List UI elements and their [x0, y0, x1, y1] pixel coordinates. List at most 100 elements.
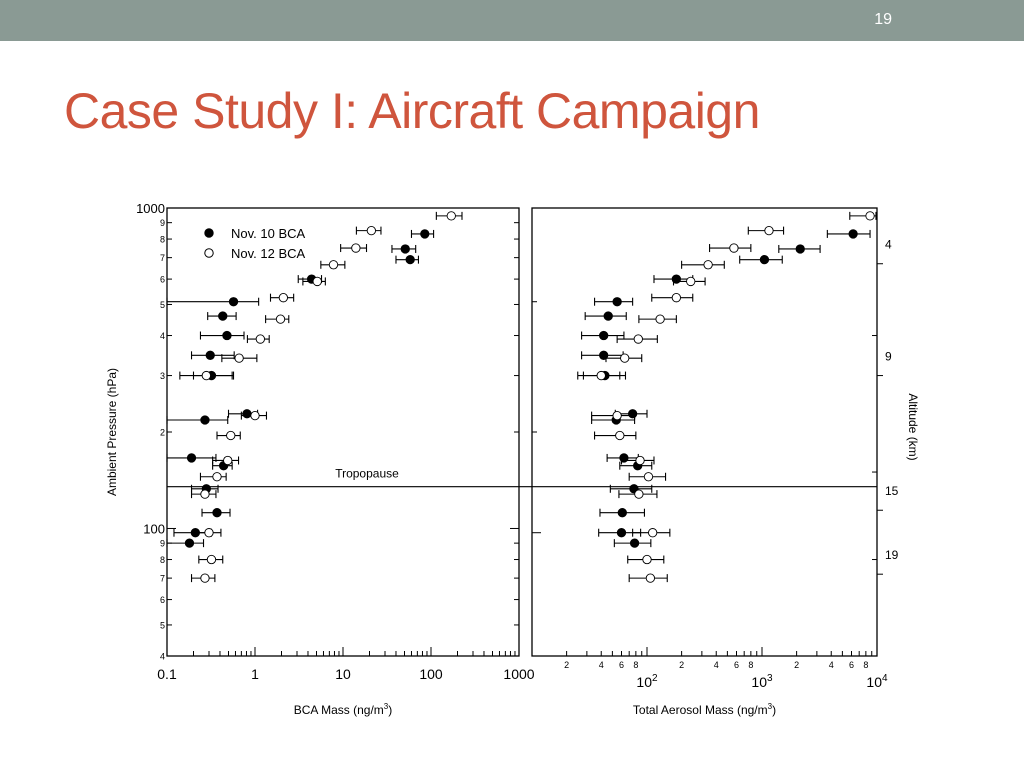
x-minor-tick-label: 6 [849, 660, 854, 670]
chart-legend: Nov. 10 BCA Nov. 12 BCA [204, 226, 306, 261]
data-point-open [278, 293, 289, 303]
data-point-open [223, 455, 233, 466]
data-point-open [351, 243, 361, 253]
data-point-filled [400, 244, 410, 254]
slide-number: 19 [874, 11, 892, 28]
legend-label: Nov. 10 BCA [231, 226, 306, 241]
data-point-open [671, 293, 682, 303]
data-point-filled [599, 330, 609, 341]
x-minor-tick-label: 4 [599, 660, 604, 670]
y-minor-tick-label: 7 [160, 574, 165, 584]
data-point-filled [186, 453, 197, 463]
x-minor-tick-label: 8 [863, 660, 868, 670]
data-point-filled [184, 538, 195, 548]
x-tick-label: 1000 [503, 666, 534, 682]
y-major-tick-label: 1000 [136, 201, 165, 216]
data-point-open [201, 370, 211, 381]
data-point-filled [616, 528, 627, 538]
y-minor-tick-label: 3 [160, 371, 165, 381]
data-point-filled [405, 254, 415, 265]
data-point-open [643, 472, 654, 482]
data-point-open [446, 211, 456, 221]
data-point-filled [205, 350, 215, 360]
y-minor-tick-label: 9 [160, 539, 165, 549]
legend-marker-filled [204, 228, 214, 238]
y-minor-tick-label: 6 [160, 595, 165, 605]
x-minor-tick-label: 2 [794, 660, 799, 670]
x-minor-tick-label: 4 [829, 660, 834, 670]
data-point-filled [603, 311, 613, 321]
y-minor-tick-label: 5 [160, 300, 165, 310]
data-point-open [612, 410, 622, 421]
y-right-tick-label: 4 [885, 238, 892, 252]
left-plot-frame [166, 207, 520, 657]
x-tick-label: 0.1 [157, 666, 177, 682]
y-minor-tick-label: 2 [160, 428, 165, 438]
y-right-tick-label: 9 [885, 350, 892, 364]
slide-title: Case Study I: Aircraft Campaign [64, 83, 760, 139]
data-point-open [212, 472, 222, 482]
data-point-open [655, 314, 665, 324]
x-minor-tick-label: 8 [633, 660, 638, 670]
legend-marker-open [204, 248, 214, 258]
data-point-filled [759, 254, 770, 265]
data-point-filled [228, 297, 239, 307]
left-chart-panel: 4 5 6 7 8 9 2 3 4 5 6 7 8 9 1000 100 0.1 1 10 100 1000 Tropop… [105, 201, 877, 717]
y-axis-title-left: Ambient Pressure (hPa) [105, 368, 119, 496]
data-point-open [865, 211, 875, 221]
x-tick-label: 1 [251, 666, 259, 682]
data-point-filled [848, 229, 858, 239]
data-point-open [328, 260, 339, 270]
data-point-open [648, 528, 658, 538]
data-point-filled [242, 409, 252, 419]
y-right-tick-label: 15 [885, 484, 899, 498]
y-minor-tick-label: 4 [160, 652, 165, 662]
data-point-filled [420, 229, 430, 239]
x-minor-tick-label: 8 [748, 660, 753, 670]
data-point-filled [627, 409, 638, 419]
data-point-open [226, 430, 236, 441]
y-minor-tick-label: 4 [160, 331, 165, 341]
x-tick-label: 100 [419, 666, 443, 682]
data-point-filled [212, 508, 222, 518]
x-tick-label: 102 [636, 673, 658, 690]
data-point-filled [222, 330, 232, 341]
data-point-open [596, 370, 606, 381]
tropopause-label: Tropopause [335, 467, 399, 481]
x-axis-title-left: BCA Mass (ng/m3) [294, 702, 392, 717]
y-right-tick-label: 19 [885, 548, 899, 562]
x-minor-tick-label: 6 [619, 660, 624, 670]
x-minor-tick-label: 6 [734, 660, 739, 670]
data-point-open [615, 430, 625, 441]
right-plot-frame [531, 207, 878, 657]
y-minor-tick-label: 8 [160, 555, 165, 565]
y-minor-tick-label: 6 [160, 275, 165, 285]
data-point-filled [612, 297, 622, 307]
y-axis-title-right: Altitude (km) [906, 393, 920, 460]
data-point-open [635, 455, 645, 466]
data-point-open [250, 410, 260, 421]
data-point-open [764, 225, 774, 236]
y-minor-tick-label: 5 [160, 620, 165, 630]
data-point-open [275, 314, 286, 324]
data-point-open [312, 276, 322, 287]
x-minor-tick-label: 2 [679, 660, 684, 670]
data-point-open [200, 489, 210, 499]
y-minor-tick-label: 9 [160, 218, 165, 228]
data-point-open [234, 353, 244, 363]
x-tick-label: 104 [866, 673, 888, 690]
data-point-filled [218, 311, 228, 321]
x-minor-tick-label: 4 [714, 660, 719, 670]
legend-label: Nov. 12 BCA [231, 246, 306, 261]
y-minor-tick-label: 8 [160, 235, 165, 245]
data-point-open [645, 573, 656, 583]
data-point-open [703, 260, 713, 270]
top-bar [0, 0, 1024, 41]
x-minor-tick-label: 2 [564, 660, 569, 670]
data-point-open [366, 225, 377, 236]
data-point-open [686, 276, 696, 287]
data-point-open [204, 528, 214, 538]
data-point-open [642, 554, 652, 565]
data-point-filled [629, 538, 640, 548]
